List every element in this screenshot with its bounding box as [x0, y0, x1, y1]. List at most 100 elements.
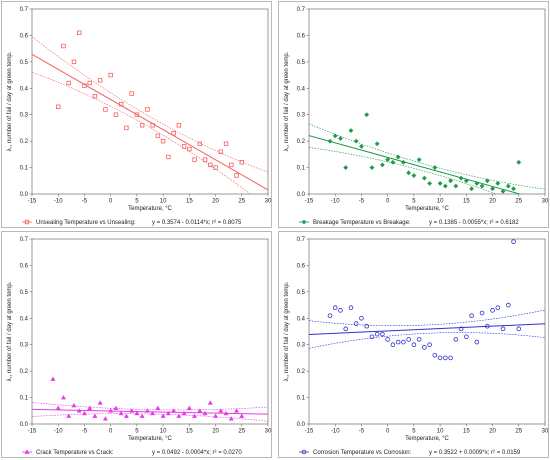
data-point — [187, 146, 192, 152]
y-tick-label: 0.4 — [297, 316, 306, 322]
data-point — [234, 173, 239, 178]
x-tick-label: 0 — [109, 199, 113, 205]
data-point — [155, 405, 161, 410]
data-point — [61, 43, 66, 49]
x-tick-label: -5 — [359, 199, 365, 205]
data-point — [406, 170, 412, 176]
data-point — [66, 413, 72, 418]
x-tick-label: 25 — [238, 199, 245, 205]
data-point — [516, 326, 522, 332]
data-point — [511, 186, 517, 192]
x-tick-label: 20 — [212, 199, 219, 205]
data-point — [102, 416, 108, 421]
confidence-band-upper — [309, 123, 545, 190]
data-point — [416, 337, 422, 342]
data-point — [229, 162, 234, 168]
data-point — [500, 326, 506, 332]
data-point — [166, 154, 171, 160]
y-tick-label: 0.5 — [20, 290, 29, 296]
data-point — [458, 326, 464, 332]
data-point — [458, 175, 464, 181]
y-tick-label: 0.4 — [297, 86, 306, 92]
y-tick-label: 0.7 — [20, 237, 29, 243]
regression-line — [32, 53, 268, 191]
data-point — [353, 321, 359, 326]
data-point — [87, 80, 92, 86]
chart-panel-unsealing: -15 -10 -5 0 5 10 15 20 25 30 0.0 0.1 0.2 0.3 0.4 0.5 0.… — [1, 1, 272, 228]
x-tick-label: 5 — [412, 199, 416, 205]
data-point — [171, 408, 177, 413]
y-tick-label: 0.0 — [20, 422, 29, 428]
data-point — [165, 410, 171, 416]
data-point — [144, 408, 150, 413]
data-point — [400, 159, 406, 165]
data-point — [427, 342, 432, 348]
chart-svg-breakage: -15 -10 -5 0 5 10 15 20 25 30 0.0 0.1 0.2 0.3 0.4 0.5 0.… — [284, 7, 549, 226]
y-tick-label: 0.5 — [297, 290, 306, 296]
confidence-band-upper — [32, 36, 268, 173]
data-point — [490, 186, 496, 192]
x-tick-label: 0 — [109, 429, 113, 435]
data-point — [469, 186, 475, 192]
data-point — [337, 136, 343, 141]
y-tick-label: 0.7 — [297, 237, 306, 243]
data-point — [108, 72, 113, 78]
data-point — [332, 133, 338, 139]
data-point — [442, 183, 448, 189]
data-point — [364, 112, 370, 118]
x-tick-label: -15 — [305, 429, 314, 435]
data-point — [87, 405, 93, 410]
chart-panel-corrosion: -15 -10 -5 0 5 10 15 20 25 30 0.0 0.1 0.2 0.3 0.4 0.5 0.… — [278, 231, 549, 458]
data-point — [50, 376, 56, 381]
data-point — [390, 159, 396, 165]
regression-line — [309, 323, 545, 335]
data-point — [192, 157, 197, 162]
x-tick-label: 20 — [489, 429, 496, 435]
data-point — [437, 180, 443, 186]
data-point — [197, 141, 203, 146]
y-tick-label: 0.1 — [20, 166, 29, 172]
data-point — [134, 410, 140, 416]
data-point — [202, 410, 208, 416]
data-point — [129, 91, 134, 96]
x-tick-label: 10 — [437, 199, 444, 205]
data-point — [479, 183, 485, 189]
x-tick-label: 0 — [386, 199, 390, 205]
confidence-band-lower — [309, 332, 545, 349]
data-point — [469, 313, 474, 318]
y-tick-label: 0.5 — [20, 60, 29, 66]
data-point — [129, 408, 135, 413]
data-point — [66, 80, 71, 86]
y-tick-label: 0.1 — [297, 396, 306, 402]
y-tick-label: 0.3 — [20, 343, 29, 349]
data-point — [505, 302, 511, 308]
data-point — [76, 408, 82, 413]
x-tick-label: -15 — [28, 429, 37, 435]
data-point — [327, 313, 333, 318]
data-point — [490, 308, 495, 313]
x-axis-title: Temperature, °C — [405, 436, 449, 442]
y-axis-title: λ꜀, number of fail / day at green temp. — [7, 51, 13, 151]
y-tick-label: 0.0 — [297, 422, 306, 428]
data-point — [369, 334, 375, 340]
x-tick-label: -10 — [331, 429, 340, 435]
data-point — [239, 413, 245, 418]
data-point — [485, 323, 490, 329]
data-point — [463, 178, 469, 184]
chart-panel-crack: -15 -10 -5 0 5 10 15 20 25 30 0.0 0.1 0.2 0.3 0.4 0.5 0.… — [1, 231, 272, 458]
data-point — [139, 413, 145, 418]
x-tick-label: 15 — [463, 199, 470, 205]
data-point — [464, 334, 469, 340]
y-tick-label: 0.0 — [297, 192, 306, 198]
y-tick-label: 0.4 — [20, 86, 29, 92]
y-tick-label: 0.6 — [297, 33, 306, 39]
data-point — [495, 180, 501, 186]
y-tick-label: 0.6 — [20, 33, 29, 39]
data-point — [213, 413, 219, 418]
confidence-band-upper — [32, 401, 268, 411]
x-tick-label: 30 — [542, 429, 549, 435]
data-point — [60, 394, 67, 400]
data-point — [192, 413, 198, 418]
data-point — [181, 410, 187, 416]
series-unsealing — [32, 30, 268, 194]
